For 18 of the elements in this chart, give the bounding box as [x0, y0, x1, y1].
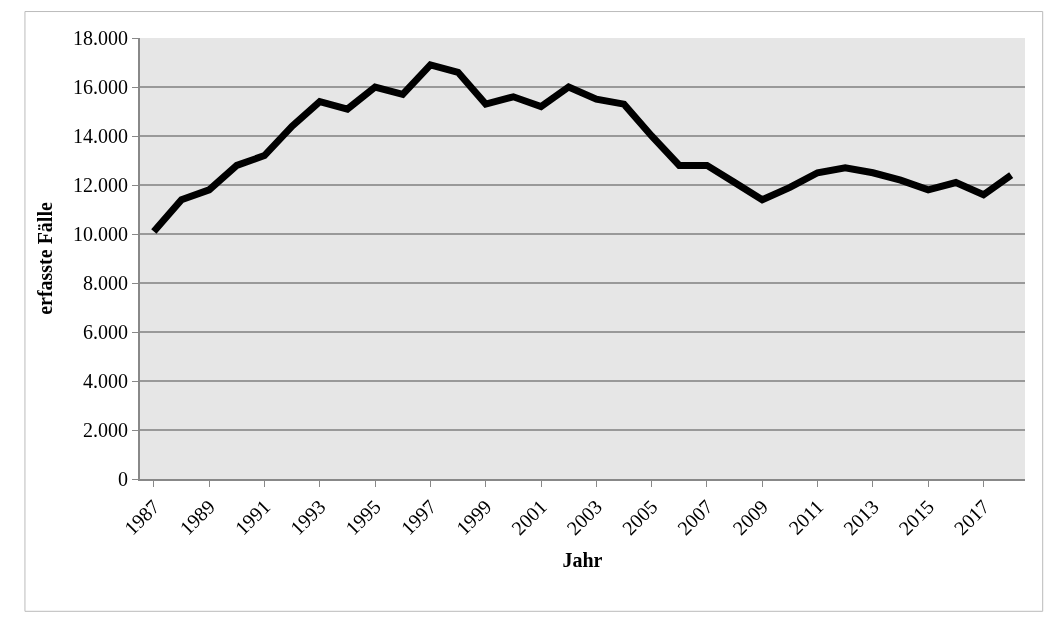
x-tick-label: 1999: [451, 495, 496, 540]
x-tick-label: 1991: [230, 495, 275, 540]
x-axis-title: Jahr: [562, 549, 603, 572]
y-tick-label: 16.000: [73, 76, 128, 98]
y-tick-label: 8.000: [83, 272, 128, 294]
y-tick-label: 6.000: [83, 321, 128, 343]
y-axis-title: erfasste Fälle: [34, 202, 56, 315]
y-tick-label: 14.000: [73, 125, 128, 147]
x-tick-label: 1989: [175, 495, 220, 540]
x-tick-label: 2001: [507, 495, 551, 540]
x-tick-label: 2011: [784, 495, 828, 539]
y-tick-label: 0: [118, 468, 128, 490]
y-tick-label: 4.000: [83, 370, 128, 392]
y-tick-label: 2.000: [83, 419, 128, 441]
y-tick-label: 12.000: [73, 174, 128, 196]
y-tick-label: 18.000: [73, 27, 128, 49]
y-tick-label: 10.000: [73, 223, 128, 245]
x-tick-label: 1993: [285, 495, 330, 540]
